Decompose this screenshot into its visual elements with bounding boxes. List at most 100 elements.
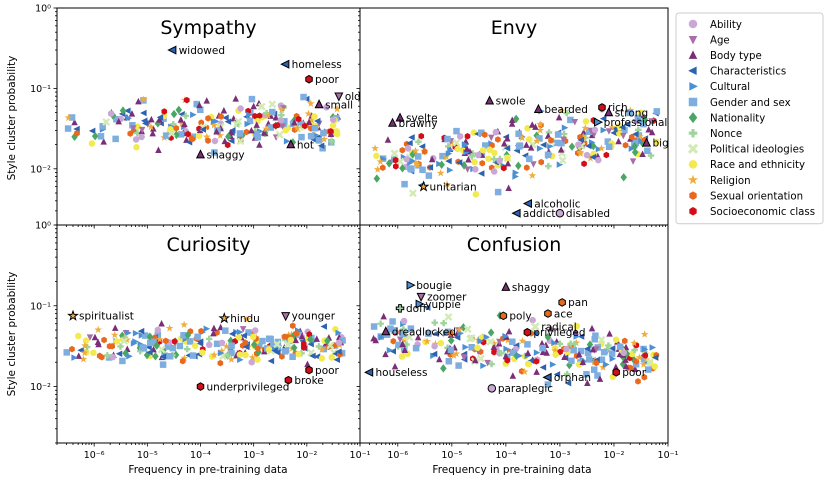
data-point [504,357,511,364]
data-point [515,130,522,138]
data-point [486,146,493,153]
data-point [318,355,326,362]
data-point [267,357,275,365]
data-point [234,117,243,126]
x-axis-label-left: Frequency in pre-training data [128,464,287,476]
data-point [393,163,399,170]
x-tick-label: 10⁻⁴ [190,450,211,461]
data-point [333,356,341,364]
data-point [333,130,341,138]
legend-item: Cultural [689,82,750,93]
data-point [603,151,610,159]
data-point [571,118,579,126]
data-point [211,149,218,156]
legend-marker [688,19,698,29]
panel-frame [359,224,669,444]
data-point [592,332,599,339]
data-point [86,334,94,341]
data-point [597,335,606,344]
data-point [178,119,186,128]
data-point [165,324,174,332]
data-point [575,350,583,358]
data-point [205,335,213,343]
data-point [563,345,570,353]
annotated-point [415,299,425,309]
data-point [563,109,570,117]
data-point [483,333,491,341]
data-point [237,356,244,363]
data-point [400,326,407,333]
data-point [603,361,610,368]
data-point [455,159,463,166]
data-point [407,325,415,332]
data-point [148,115,155,123]
data-point [544,151,552,159]
data-point [567,340,574,348]
data-point [480,362,487,370]
annotation-label: radical [541,322,576,334]
data-point [536,145,544,152]
annotated-point [593,117,604,127]
data-point [508,120,516,127]
data-point [68,114,76,121]
data-point [169,344,177,352]
data-point [396,336,404,343]
data-point [512,114,520,124]
data-point [589,153,597,161]
data-point [180,354,189,362]
data-point [503,144,511,152]
data-point [437,339,445,347]
data-point [512,173,519,180]
data-point [524,341,531,348]
data-point [289,322,296,330]
data-point [282,126,289,134]
data-point [635,353,644,361]
data-point [310,136,317,143]
data-point [389,318,396,325]
data-point [179,357,186,365]
data-point [446,166,454,174]
annotated-point [530,322,540,332]
data-point [586,154,595,162]
data-point [653,108,661,115]
data-point [491,349,497,356]
data-point [612,363,620,371]
data-point [536,126,545,134]
data-point [648,118,655,125]
data-point [297,120,304,128]
legend-label: Nationality [710,113,765,124]
annotation-label: rich [608,102,628,114]
data-point [63,349,71,356]
data-point [479,146,487,154]
data-point [242,339,249,346]
data-point [605,128,613,135]
data-point [228,330,236,338]
data-point [292,336,299,344]
data-point [649,344,657,351]
data-point [146,349,153,356]
data-point [170,109,178,119]
data-point [544,332,552,342]
data-point [222,327,229,334]
data-point [452,349,461,358]
data-point [411,146,420,155]
data-point [447,336,455,345]
data-point [143,350,151,360]
data-point [194,333,201,341]
data-point [486,337,495,346]
data-point [490,339,498,347]
data-point [154,326,162,334]
data-point [98,354,105,361]
data-point [182,112,189,120]
data-point [141,120,149,127]
data-point [468,344,475,351]
data-point [553,139,560,147]
data-point [235,334,243,341]
data-point [463,145,471,152]
data-point [277,116,285,124]
legend-item: Nationality [688,112,765,124]
data-point [498,349,505,357]
data-point [631,346,638,354]
data-point [307,340,314,348]
data-point [295,350,302,358]
